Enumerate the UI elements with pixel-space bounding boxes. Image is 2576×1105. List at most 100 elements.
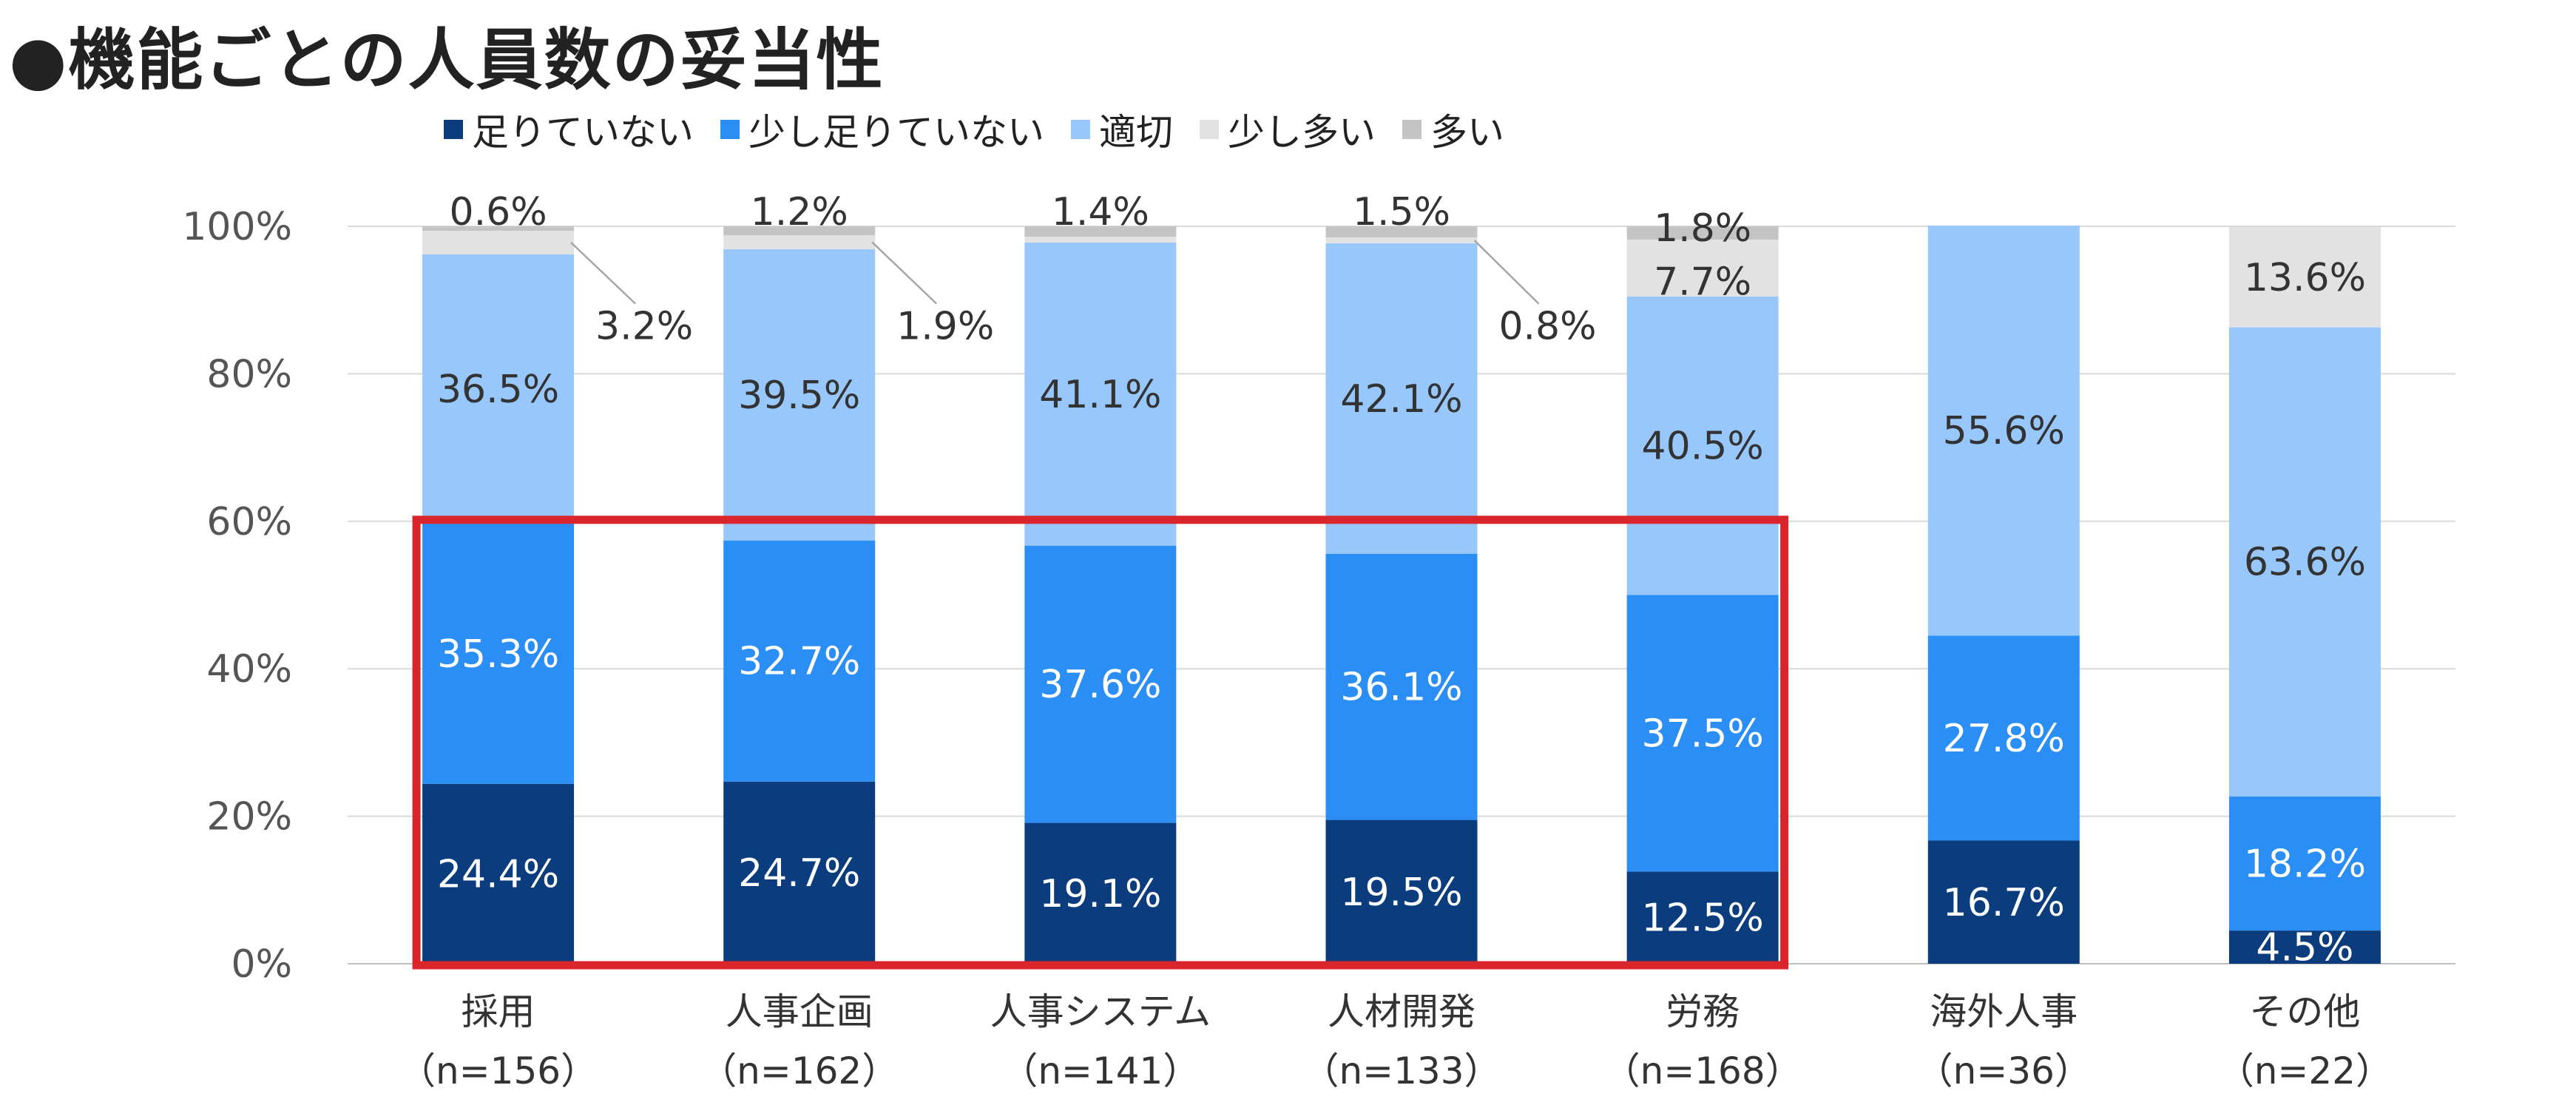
data-label: 36.5%: [437, 368, 559, 412]
data-label: 19.5%: [1340, 871, 1462, 915]
data-label: 1.9%: [896, 305, 994, 349]
data-label: 37.5%: [1642, 712, 1764, 756]
x-category-sublabel: （n=162）: [700, 1050, 899, 1092]
y-tick-label: 0%: [231, 942, 293, 987]
x-category-label: その他: [2249, 990, 2360, 1033]
data-label: 24.4%: [437, 852, 559, 896]
bar-segment: [1626, 296, 1779, 595]
bar-segment: [1024, 226, 1177, 237]
data-label: 13.6%: [2244, 256, 2366, 300]
bar-segment: [1325, 553, 1478, 820]
legend-label: 少し多い: [1228, 111, 1376, 154]
data-label: 39.5%: [738, 374, 860, 418]
bar-segment: [1325, 243, 1478, 554]
data-label: 4.5%: [2256, 926, 2353, 970]
data-label: 1.2%: [751, 190, 848, 234]
data-label: 42.1%: [1340, 377, 1462, 422]
data-label: 1.4%: [1052, 190, 1149, 234]
bar-segment: [422, 230, 575, 254]
bar-segment: [723, 540, 876, 782]
x-category-label: 海外人事: [1930, 990, 2078, 1033]
y-tick-label: 100%: [182, 205, 292, 249]
leader-line: [570, 242, 636, 305]
legend-swatch: [1402, 120, 1421, 139]
bar-segment: [422, 254, 575, 524]
bar-segment: [723, 781, 876, 964]
x-category-sublabel: （n=22）: [2217, 1050, 2393, 1092]
bar-segment: [422, 523, 575, 784]
y-tick-label: 20%: [206, 795, 292, 839]
y-tick-label: 40%: [206, 647, 292, 692]
data-label: 63.6%: [2244, 541, 2366, 585]
data-label: 37.6%: [1039, 663, 1161, 707]
x-category-label: 人事システム: [990, 990, 1211, 1033]
data-label: 1.5%: [1353, 190, 1450, 234]
data-label: 3.2%: [595, 305, 693, 349]
data-label: 19.1%: [1039, 872, 1161, 916]
bar-segment: [723, 234, 876, 249]
data-label: 16.7%: [1943, 881, 2065, 925]
y-tick-label: 60%: [206, 500, 292, 544]
legend: 足りていない 少し足りていない 適切 少し多い 多い: [444, 104, 1531, 155]
x-category-sublabel: （n=36）: [1916, 1050, 2092, 1092]
bar-segment: [1325, 820, 1478, 964]
bar-segment: [1626, 595, 1779, 872]
bar-segment: [1024, 545, 1177, 823]
legend-item: 足りていない: [444, 103, 694, 156]
bar-segment: [2228, 796, 2381, 931]
bar-segment: [1325, 226, 1478, 237]
data-label: 40.5%: [1642, 425, 1764, 469]
bar-segment: [422, 783, 575, 964]
bar-segment: [2228, 327, 2381, 797]
bar-segment: [1024, 822, 1177, 964]
legend-label: 足りていない: [472, 111, 694, 154]
bar-segment: [1927, 226, 2080, 636]
legend-label: 少し足りていない: [748, 111, 1044, 154]
legend-swatch: [1200, 120, 1219, 139]
data-label: 12.5%: [1642, 896, 1764, 941]
bar-segment: [1325, 237, 1478, 243]
x-category-sublabel: （n=141）: [1001, 1050, 1200, 1092]
data-label: 36.1%: [1340, 666, 1462, 710]
data-label: 24.7%: [738, 851, 860, 896]
y-tick-label: 80%: [206, 352, 292, 396]
x-category-sublabel: （n=156）: [399, 1050, 598, 1092]
bar-segment: [1024, 236, 1177, 243]
data-label: 0.6%: [450, 190, 547, 234]
leader-line: [1473, 240, 1540, 305]
bar-segment: [1927, 635, 2080, 841]
data-label: 18.2%: [2244, 842, 2366, 886]
data-label: 27.8%: [1943, 717, 2065, 761]
legend-swatch: [720, 120, 740, 139]
x-category-label: 採用: [462, 990, 535, 1033]
x-category-sublabel: （n=168）: [1603, 1050, 1802, 1092]
data-label: 1.8%: [1654, 206, 1751, 251]
data-label: 32.7%: [738, 640, 860, 684]
legend-swatch: [444, 120, 463, 139]
legend-label: 多い: [1430, 111, 1504, 154]
data-label: 41.1%: [1039, 373, 1161, 417]
data-label: 55.6%: [1943, 409, 2065, 453]
legend-label: 適切: [1099, 111, 1173, 154]
bar-segment: [1024, 242, 1177, 546]
x-category-label: 人材開発: [1328, 990, 1475, 1033]
bar-segment: [2228, 226, 2381, 328]
legend-item: 少し足りていない: [720, 103, 1044, 156]
data-label: 7.7%: [1654, 260, 1751, 304]
bar-segment: [723, 226, 876, 235]
bar-segment: [1927, 840, 2080, 964]
x-category-label: 人事企画: [726, 990, 873, 1033]
highlight-box: [412, 516, 1789, 970]
legend-item: 少し多い: [1200, 103, 1376, 156]
bar-segment: [723, 249, 876, 541]
bar-segment: [2228, 930, 2381, 964]
bar-segment: [1626, 871, 1779, 964]
data-label: 0.8%: [1498, 305, 1596, 349]
legend-swatch: [1071, 120, 1090, 139]
x-category-sublabel: （n=133）: [1302, 1050, 1501, 1092]
bar-segment: [1626, 239, 1779, 297]
data-label: 35.3%: [437, 632, 559, 677]
x-category-label: 労務: [1666, 990, 1740, 1033]
legend-item: 多い: [1402, 103, 1504, 156]
